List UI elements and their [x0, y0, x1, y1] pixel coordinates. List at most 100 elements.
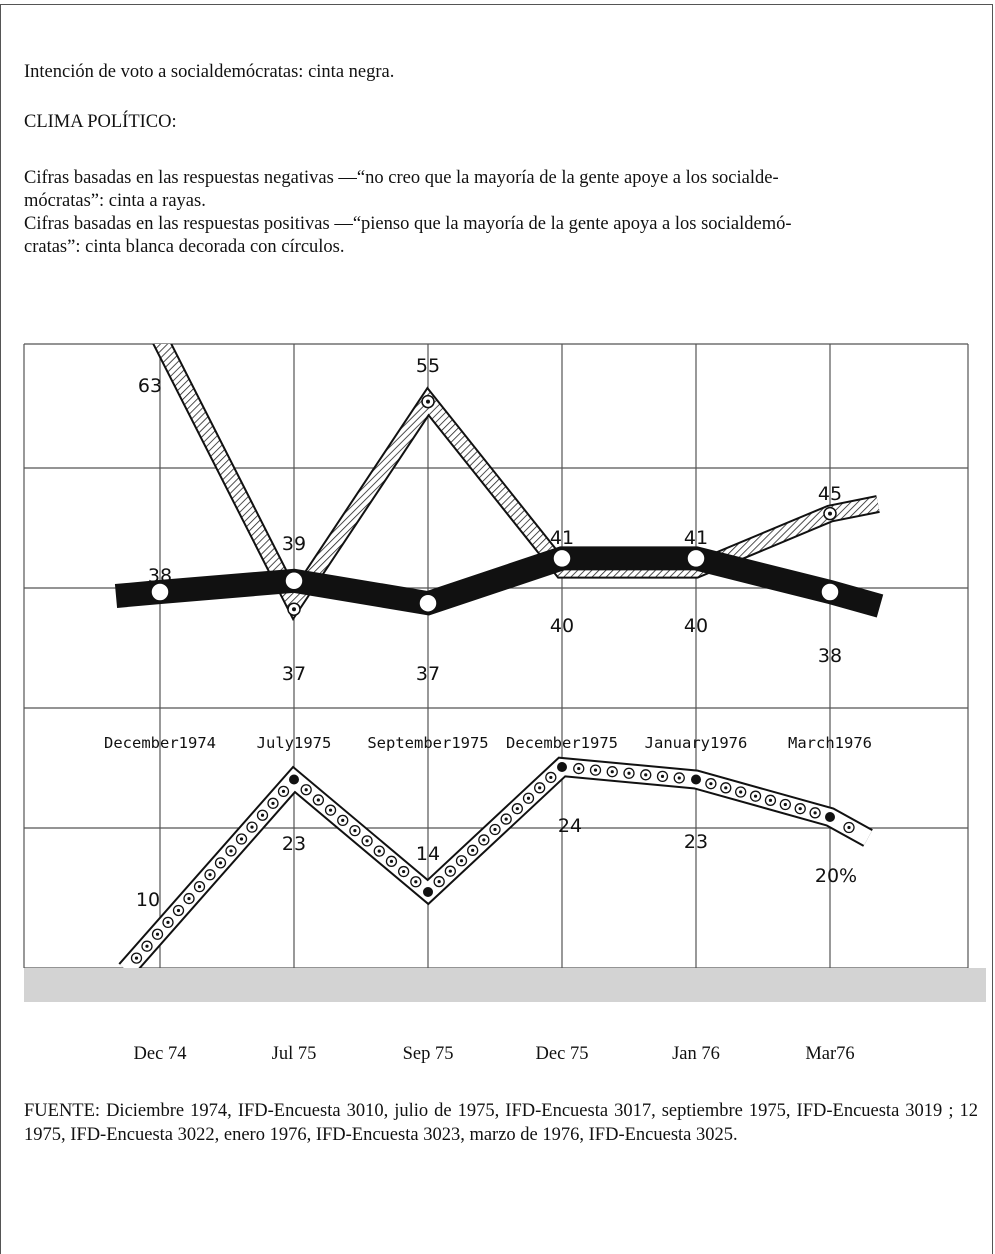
- vote-label-4: 41: [684, 527, 708, 549]
- positive-deco-dot: [660, 774, 665, 778]
- positive-deco-dot: [627, 771, 631, 775]
- positive-deco-dot: [187, 896, 191, 901]
- positive-deco-dot: [353, 829, 357, 833]
- vote-label-3: 41: [550, 527, 574, 549]
- gray-band: [24, 968, 986, 1002]
- vote-point-1: [284, 571, 304, 591]
- category-label-1: July1975: [257, 734, 332, 752]
- vote-point-5: [820, 582, 840, 602]
- source-note: FUENTE: Diciembre 1974, IFD-Encuesta 301…: [24, 1101, 978, 1145]
- vote-intention-note: Intención de voto a socialdemócratas: ci…: [24, 62, 395, 82]
- positive-deco-dot: [260, 813, 265, 817]
- x-label-1: Jul 75: [271, 1044, 317, 1064]
- negative-label-5: 45: [818, 483, 842, 505]
- positive-deco-dot: [316, 798, 320, 802]
- positive-deco-dot: [166, 920, 170, 924]
- positive-deco-dot: [145, 944, 149, 948]
- positive-label-2: 14: [416, 843, 440, 865]
- negative-label-1: 37: [282, 663, 306, 685]
- value-labels: 38 39 37 41 41 38 63 37 55 40 40 45 10 23 14 24 23 20%: [136, 355, 857, 911]
- positive-label-5: 20%: [815, 865, 857, 887]
- x-label-3: Dec 75: [535, 1044, 589, 1064]
- positive-deco-dot: [798, 807, 802, 811]
- negative-point-dot-2: [426, 399, 430, 404]
- positive-deco-dot: [538, 786, 542, 790]
- positive-deco-dot: [197, 885, 202, 889]
- positive-deco-dot: [724, 786, 728, 790]
- positive-deco-dot: [493, 827, 497, 832]
- positive-deco-dot: [229, 849, 233, 853]
- positive-deco-dot: [304, 788, 308, 792]
- positive-deco-dot: [504, 817, 508, 821]
- positive-point-1: [289, 774, 299, 785]
- category-labels: December1974 July1975 September1975 Decembe…: [104, 734, 872, 752]
- x-label-0: Dec 74: [133, 1044, 187, 1064]
- positive-deco-dot: [549, 775, 553, 780]
- positive-deco-dot: [709, 782, 713, 786]
- negative-label-3: 40: [550, 615, 574, 637]
- negative-point-dot-5: [828, 511, 832, 516]
- vote-point-2: [418, 593, 438, 613]
- positive-point-3: [557, 762, 567, 772]
- positive-point-5: [825, 812, 835, 822]
- positive-deco-dot: [250, 825, 254, 829]
- x-label-2: Sep 75: [402, 1044, 454, 1064]
- positive-label-4: 23: [684, 831, 708, 853]
- category-label-3: December1975: [506, 734, 618, 752]
- positive-deco-dot: [281, 789, 286, 794]
- positive-deco-dot: [515, 807, 519, 811]
- category-label-2: September1975: [367, 734, 488, 752]
- category-label-0: December1974: [104, 734, 216, 752]
- vote-point-0: [150, 582, 170, 602]
- positive-note-line-2: cratas”: cinta blanca decorada con círcu…: [24, 237, 345, 257]
- positive-deco-dot: [813, 811, 817, 815]
- positive-deco-dot: [768, 798, 773, 802]
- negative-note-line-1: Cifras basadas en las respuestas negativ…: [24, 168, 779, 188]
- positive-deco-dot: [753, 794, 758, 798]
- positive-deco-dot: [208, 873, 212, 877]
- positive-label-1: 23: [282, 833, 306, 855]
- positive-deco-dot: [577, 766, 581, 771]
- positive-deco-dot: [847, 825, 851, 830]
- positive-deco-dot: [471, 848, 475, 852]
- vote-label-5: 38: [818, 645, 842, 667]
- vote-label-0: 38: [148, 565, 172, 587]
- page-frame: [0, 4, 993, 1254]
- positive-deco-dot: [459, 859, 464, 863]
- negative-note-line-2: mócratas”: cinta a rayas.: [24, 191, 206, 211]
- political-climate-chart: 38 39 37 41 41 38 63 37 55 40 40 45 10 23 14 24 23 20% De…: [23, 343, 969, 969]
- positive-deco-dot: [526, 796, 531, 800]
- negative-label-2: 55: [416, 355, 440, 377]
- negative-label-4: 40: [684, 615, 708, 637]
- vote-series-ribbon: [114, 546, 884, 618]
- negative-ribbon-fill: [154, 344, 880, 618]
- positive-point-2: [423, 887, 433, 897]
- positive-deco-dot: [365, 839, 369, 843]
- category-label-4: January1976: [645, 734, 748, 752]
- negative-label-0: 63: [138, 375, 162, 397]
- positive-note-line-1: Cifras basadas en las respuestas positiv…: [24, 214, 792, 234]
- positive-deco-dot: [341, 818, 345, 823]
- positive-label-0: 10: [136, 889, 160, 911]
- positive-deco-dot: [414, 880, 418, 884]
- vote-ribbon: [114, 546, 884, 618]
- positive-deco-dot: [448, 869, 452, 873]
- negative-point-dot-1: [292, 607, 296, 612]
- positive-deco-dot: [377, 849, 381, 853]
- climate-heading: CLIMA POLÍTICO:: [24, 112, 177, 132]
- x-label-4: Jan 76: [672, 1044, 720, 1064]
- positive-deco-dot: [482, 838, 486, 842]
- positive-deco-dot: [437, 879, 441, 884]
- vote-label-1: 39: [282, 533, 306, 555]
- positive-point-4: [691, 774, 701, 785]
- category-label-5: March1976: [788, 734, 872, 752]
- vote-label-2: 37: [416, 663, 440, 685]
- positive-deco-dot: [328, 808, 333, 812]
- x-label-5: Mar76: [805, 1044, 855, 1064]
- positive-deco-dot: [271, 801, 275, 805]
- positive-label-3: 24: [558, 815, 582, 837]
- vote-point-3: [552, 548, 572, 569]
- positive-deco-dot: [239, 837, 244, 841]
- positive-deco-dot: [610, 770, 614, 774]
- positive-deco-dot: [593, 768, 598, 772]
